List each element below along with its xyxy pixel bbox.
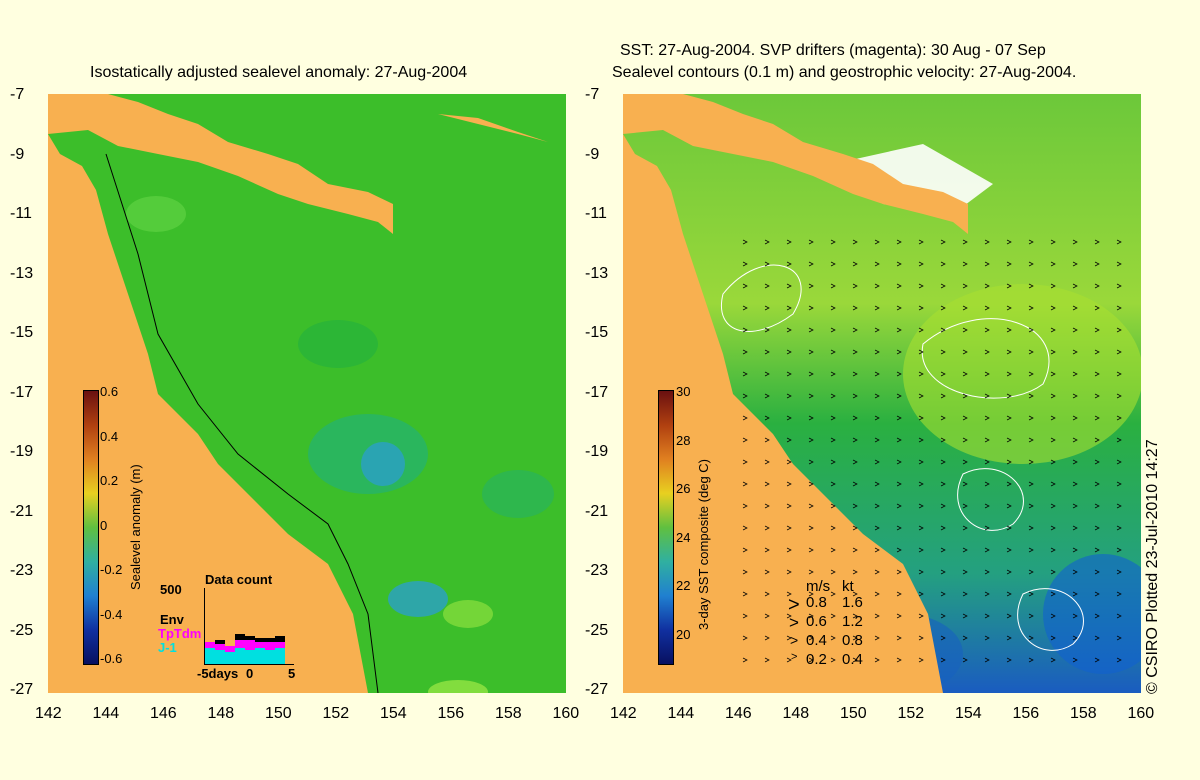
lat-tick-label: -13	[585, 264, 609, 282]
australia-land	[48, 134, 368, 693]
lon-tick-label: 160	[552, 705, 580, 722]
sla-colorbar-tick: 0	[100, 517, 108, 533]
lat-tick-label: -27	[10, 681, 34, 698]
lat-tick-label: -19	[10, 443, 34, 460]
lon-tick-label: 146	[725, 705, 752, 722]
lon-tick-label: 148	[782, 705, 810, 722]
sst-colorbar-tick: 30	[676, 384, 691, 399]
velocity-ms-value: 0.2	[806, 651, 827, 668]
sla-colorbar-label: Sealevel anomaly (m)	[128, 464, 143, 590]
velocity-legend: m/s kt >0.8 1.6 >0.6 1.2 >0.4 0.8 >0.2 0.4	[780, 578, 880, 668]
lon-tick-label: 144	[667, 705, 695, 722]
right-panel-title-line1: SST: 27-Aug-2004. SVP drifters (magenta)…	[620, 42, 1046, 59]
satellite-tptdm: TpTdm	[158, 626, 202, 641]
lat-tick-label: -13	[10, 264, 34, 282]
lon-tick-label: 158	[495, 705, 522, 722]
lat-tick-label: -17	[10, 383, 34, 401]
sst-colorbar-tick: 24	[676, 529, 691, 545]
lon-tick-label: 148	[207, 705, 235, 722]
satellite-j1: J-1	[158, 640, 177, 655]
sla-colorbar-tick: -0.6	[100, 651, 123, 666]
velocity-arrow-icon: >	[789, 613, 799, 632]
velocity-units-ms: m/s	[806, 578, 831, 595]
velocity-ms-value: 0.6	[806, 613, 827, 630]
lon-tick-label: 146	[150, 705, 177, 722]
sst-colorbar-label: 3-day SST composite (deg C)	[696, 459, 711, 630]
lat-tick-label: -15	[10, 324, 34, 341]
lat-tick-label: -23	[10, 562, 34, 579]
lon-tick-label: 142	[35, 705, 62, 722]
lat-tick-label: -23	[585, 562, 609, 579]
data-count-ymax: 500	[160, 582, 182, 597]
lat-tick-label: -27	[585, 681, 609, 698]
lon-tick-label: 154	[380, 705, 407, 722]
sla-colorbar-tick: 0.2	[100, 473, 119, 488]
velocity-kt-value: 1.2	[842, 613, 863, 630]
velocity-kt-value: 1.6	[842, 594, 863, 611]
lon-tick-label: 150	[840, 705, 867, 722]
sealevel-anomaly-map-svg	[48, 94, 566, 693]
lat-tick-label: -7	[585, 86, 600, 103]
lat-tick-label: -7	[10, 86, 25, 103]
data-count-xtick-1: 0	[246, 666, 254, 681]
sla-colorbar	[83, 390, 99, 665]
data-count-title: Data count	[205, 572, 273, 587]
png-land	[48, 94, 393, 234]
data-count-xtick-0: -5days	[197, 666, 239, 681]
cloud-mask	[833, 144, 993, 214]
lat-tick-label: -19	[585, 443, 609, 460]
lat-tick-label: -9	[585, 145, 600, 163]
lon-tick-label: 144	[92, 705, 120, 722]
copyright-text: © CSIRO Plotted 23-Jul-2010 14:27	[1144, 439, 1161, 694]
sst-colorbar-tick: 28	[676, 432, 691, 448]
velocity-kt-value: 0.4	[842, 651, 863, 668]
sla-colorbar-tick: -0.2	[100, 562, 123, 577]
data-count-bars	[205, 634, 285, 664]
sealevel-anomaly-map	[48, 94, 566, 693]
right-panel-title-line2: Sealevel contours (0.1 m) and geostrophi…	[612, 64, 1077, 81]
velocity-kt-value: 0.8	[842, 632, 863, 649]
left-panel-title: Isostatically adjusted sealevel anomaly:…	[90, 64, 468, 81]
velocity-ms-value: 0.8	[806, 594, 827, 611]
lon-tick-label: 158	[1070, 705, 1097, 722]
satellite-env: Env	[160, 612, 184, 627]
lat-tick-label: -25	[585, 621, 609, 639]
lat-tick-label: -17	[585, 383, 609, 401]
lat-tick-label: -11	[10, 205, 32, 222]
lon-tick-label: 150	[265, 705, 292, 722]
sla-colorbar-tick: 0.6	[100, 384, 119, 399]
sst-colorbar	[658, 390, 674, 665]
lon-tick-label: 152	[897, 705, 925, 722]
sst-map-svg	[623, 94, 1141, 693]
velocity-arrow-icon: >	[791, 651, 798, 663]
lon-tick-label: 156	[1012, 705, 1040, 722]
data-count-inset: Data count 500 Env TpTdm J-1 -5days 0 5	[150, 572, 300, 687]
sst-map	[623, 94, 1141, 693]
sst-colorbar-tick: 22	[676, 578, 691, 593]
lon-tick-label: 156	[437, 705, 465, 722]
lon-tick-label: 154	[955, 705, 982, 722]
sst-colorbar-tick: 26	[676, 481, 691, 496]
lat-tick-label: -25	[10, 621, 34, 639]
sst-colorbar-tick: 20	[676, 626, 691, 642]
lat-tick-label: -21	[10, 502, 34, 520]
velocity-arrow-icon: >	[788, 594, 800, 616]
velocity-units-kt: kt	[842, 578, 854, 595]
lat-tick-label: -21	[585, 502, 609, 520]
velocity-arrow-icon: >	[790, 632, 799, 648]
lat-tick-label: -15	[585, 324, 609, 341]
sla-colorbar-tick: 0.4	[100, 428, 119, 444]
lon-tick-label: 160	[1127, 705, 1155, 722]
lat-tick-label: -9	[10, 145, 25, 163]
lon-tick-label: 152	[322, 705, 350, 722]
data-count-xtick-2: 5	[288, 666, 296, 681]
lon-tick-label: 142	[610, 705, 637, 722]
lat-tick-label: -11	[585, 205, 607, 222]
velocity-ms-value: 0.4	[806, 632, 827, 649]
sla-colorbar-tick: -0.4	[100, 606, 123, 622]
